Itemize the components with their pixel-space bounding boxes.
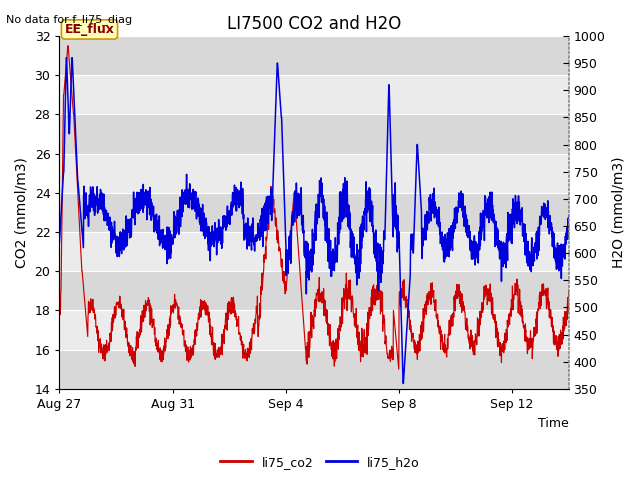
Bar xyxy=(60,114,569,154)
Bar xyxy=(60,154,569,193)
Bar xyxy=(60,232,569,271)
Title: LI7500 CO2 and H2O: LI7500 CO2 and H2O xyxy=(227,15,401,33)
Legend: li75_co2, li75_h2o: li75_co2, li75_h2o xyxy=(215,451,425,474)
Bar xyxy=(60,349,569,389)
Bar xyxy=(60,75,569,114)
Bar xyxy=(60,36,569,75)
Text: EE_flux: EE_flux xyxy=(65,23,115,36)
Text: Time: Time xyxy=(538,417,569,430)
Bar xyxy=(60,311,569,349)
Text: No data for f_li75_diag: No data for f_li75_diag xyxy=(6,14,132,25)
Bar xyxy=(60,271,569,311)
Bar xyxy=(60,193,569,232)
Y-axis label: H2O (mmol/m3): H2O (mmol/m3) xyxy=(611,156,625,268)
Y-axis label: CO2 (mmol/m3): CO2 (mmol/m3) xyxy=(15,157,29,268)
